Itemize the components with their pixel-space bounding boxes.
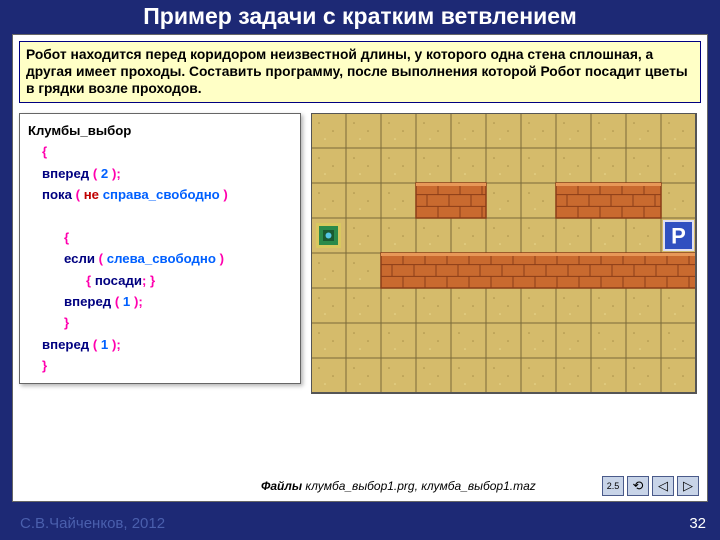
code-line: вперед ( 1 ); [28, 291, 292, 312]
code-func-name: Клумбы_выбор [28, 120, 292, 141]
footer-page-number: 32 [689, 515, 706, 532]
version-badge: 2.5 [602, 476, 624, 496]
files-names: клумба_выбор1.prg, клумба_выбор1.maz [302, 479, 536, 493]
robot-grid: P [311, 113, 701, 393]
code-line: } [28, 312, 292, 333]
code-line [28, 206, 292, 227]
code-line: вперед ( 2 ); [28, 163, 292, 184]
code-line: } [28, 355, 292, 376]
task-text: Робот находится перед коридором неизвест… [19, 41, 701, 103]
page-title: Пример задачи с кратким ветвлением [0, 0, 720, 34]
code-panel: Клумбы_выбор {вперед ( 2 );пока ( не спр… [19, 113, 301, 384]
nav-prev-button[interactable]: ◁ [652, 476, 674, 496]
nav-home-button[interactable]: ⟲ [627, 476, 649, 496]
main-panel: Робот находится перед коридором неизвест… [12, 34, 708, 502]
svg-text:P: P [671, 224, 686, 249]
code-line: вперед ( 1 ); [28, 334, 292, 355]
nav-bar: 2.5 ⟲ ◁ ▷ [602, 476, 699, 496]
code-line: { посади; } [28, 270, 292, 291]
code-line: { [28, 141, 292, 162]
files-list: Файлы клумба_выбор1.prg, клумба_выбор1.m… [261, 479, 536, 493]
footer-author: С.В.Чайченков, 2012 [20, 515, 165, 532]
code-line: { [28, 227, 292, 248]
files-label: Файлы [261, 479, 302, 493]
nav-next-button[interactable]: ▷ [677, 476, 699, 496]
code-line: пока ( не справа_свободно ) [28, 184, 292, 205]
code-line: если ( слева_свободно ) [28, 248, 292, 269]
